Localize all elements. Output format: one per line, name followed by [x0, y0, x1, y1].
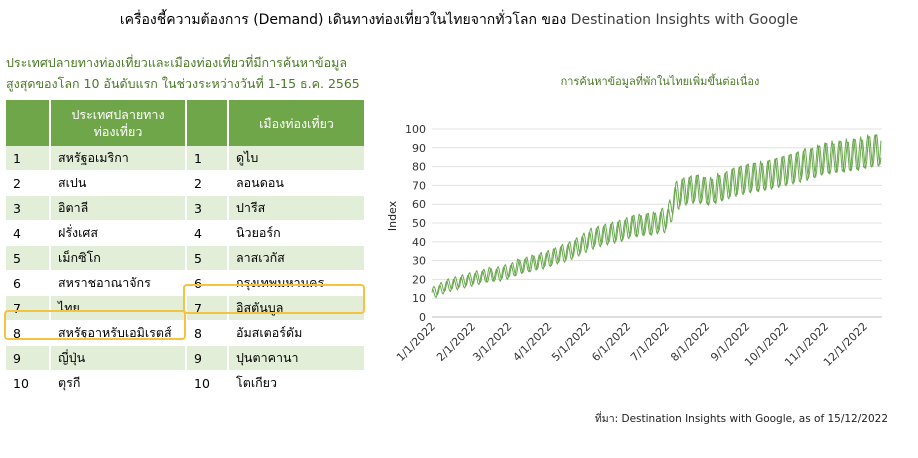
- y-tick-label: 60: [412, 198, 426, 211]
- city-rank-cell: 5: [186, 245, 229, 271]
- rank-cell: 9: [6, 345, 51, 371]
- table-subtitle: ประเทศปลายทางท่องเที่ยวและเมืองท่องเที่ย…: [6, 52, 360, 94]
- city-rank-cell: 9: [186, 345, 229, 371]
- city-rank-cell: 10: [186, 370, 229, 396]
- y-tick-label: 70: [412, 179, 426, 192]
- table-row: 1 สหรัฐอเมริกา 1 ดูไบ: [6, 146, 366, 171]
- highlight-box-city-bangkok: [183, 284, 365, 314]
- city-rank-cell: 1: [186, 146, 229, 171]
- country-cell: ไทย: [50, 295, 187, 321]
- city-cell: ลอนดอน: [228, 170, 366, 196]
- rank-cell: 1: [6, 146, 51, 171]
- y-axis-label: Index: [386, 200, 399, 231]
- rank-cell: 8: [6, 320, 51, 346]
- series-line: [431, 134, 882, 298]
- x-tick-label: 5/1/2022: [549, 320, 593, 364]
- x-tick-label: 6/1/2022: [589, 320, 633, 364]
- rank-cell: 7: [6, 295, 51, 321]
- city-rank-cell: 7: [186, 295, 229, 321]
- city-cell: ปารีส: [228, 195, 366, 221]
- country-cell: ตุรกี: [50, 370, 187, 396]
- table-header-row: ประเทศปลายทาง ท่องเที่ยว เมืองท่องเที่ยว: [6, 100, 366, 146]
- rank-cell: 3: [6, 195, 51, 221]
- y-tick-label: 40: [412, 236, 426, 249]
- country-cell: สหรัฐอาหรับเอมิเรตส์: [50, 320, 187, 346]
- y-tick-label: 50: [412, 217, 426, 230]
- rank-cell: 5: [6, 245, 51, 271]
- city-cell: โตเกียว: [228, 370, 366, 396]
- table-row: 2 สเปน 2 ลอนดอน: [6, 170, 366, 196]
- city-cell: นิวยอร์ก: [228, 220, 366, 246]
- line-chart: 0 10 20 30 40 50 60 70 80 90 100 1/1/20222/1/20223…: [386, 123, 882, 369]
- title-brand: Destination Insights with Google: [570, 12, 799, 28]
- city-rank-cell: 8: [186, 320, 229, 346]
- ranking-table: ประเทศปลายทาง ท่องเที่ยว เมืองท่องเที่ยว…: [6, 100, 366, 396]
- table-row: 5 เม็กซิโก 5 ลาสเวกัส: [6, 245, 366, 271]
- country-cell: เม็กซิโก: [50, 245, 187, 271]
- x-tick-label: 3/1/2022: [470, 320, 514, 364]
- y-tick-label: 20: [412, 273, 426, 286]
- y-tick-label: 30: [412, 255, 426, 268]
- header-city: เมืองท่องเที่ยว: [228, 100, 366, 146]
- table-body: 1 สหรัฐอเมริกา 1 ดูไบ 2 สเปน 2 ลอนดอน 3 อิตาลี 3 ปา…: [6, 146, 366, 396]
- x-tick-label: 8/1/2022: [668, 320, 712, 364]
- x-tick-label: 4/1/2022: [510, 320, 554, 364]
- y-tick-label: 0: [419, 311, 426, 324]
- city-cell: ปุนตาคานา: [228, 345, 366, 371]
- table-subtitle-line1: ประเทศปลายทางท่องเที่ยวและเมืองท่องเที่ย…: [6, 55, 347, 70]
- y-tick-label: 10: [412, 292, 426, 305]
- title-text: เครื่องชี้ความต้องการ (Demand) เดินทางท่…: [119, 12, 567, 28]
- header-rank-cell: [6, 100, 51, 146]
- country-cell: สหราชอาณาจักร: [50, 270, 187, 296]
- table-row: 10 ตุรกี 10 โตเกียว: [6, 370, 366, 396]
- country-cell: สเปน: [50, 170, 187, 196]
- y-tick-label: 90: [412, 142, 426, 155]
- country-cell: อิตาลี: [50, 195, 187, 221]
- country-cell: ฝรั่งเศส: [50, 220, 187, 246]
- table-row: 9 ญี่ปุ่น 9 ปุนตาคานา: [6, 345, 366, 371]
- city-rank-cell: 4: [186, 220, 229, 246]
- city-cell: ดูไบ: [228, 146, 366, 171]
- city-cell: กรุงเทพมหานคร: [228, 270, 366, 296]
- x-tick-label: 7/1/2022: [628, 320, 672, 364]
- x-tick-labels: 1/1/20222/1/20223/1/20224/1/20225/1/2022…: [394, 320, 870, 369]
- country-cell: สหรัฐอเมริกา: [50, 146, 187, 171]
- header-rank2-cell: [186, 100, 229, 146]
- rank-cell: 4: [6, 220, 51, 246]
- city-cell: อัมสเตอร์ดัม: [228, 320, 366, 346]
- page-title: เครื่องชี้ความต้องการ (Demand) เดินทางท่…: [0, 9, 918, 31]
- highlight-box-country-thailand: [4, 310, 186, 340]
- city-cell: อิสตันบูล: [228, 295, 366, 321]
- rank-cell: 2: [6, 170, 51, 196]
- city-cell: ลาสเวกัส: [228, 245, 366, 271]
- city-rank-cell: 6: [186, 270, 229, 296]
- source-note: ที่มา: Destination Insights with Google,…: [594, 413, 888, 425]
- rank-cell: 10: [6, 370, 51, 396]
- table-row: 3 อิตาลี 3 ปารีส: [6, 195, 366, 221]
- header-country: ประเทศปลายทาง ท่องเที่ยว: [50, 100, 187, 146]
- y-tick-label: 80: [412, 161, 426, 174]
- y-tick-label: 100: [405, 123, 426, 136]
- city-rank-cell: 3: [186, 195, 229, 221]
- table-row: 8 สหรัฐอาหรับเอมิเรตส์ 8 อัมสเตอร์ดัม: [6, 320, 366, 346]
- grid-lines: [432, 128, 882, 318]
- series-lines: [431, 134, 882, 298]
- table-row: 7 ไทย 7 อิสตันบูล: [6, 295, 366, 321]
- city-rank-cell: 2: [186, 170, 229, 196]
- table-subtitle-line2: สูงสุดของโลก 10 อันดับแรก ในช่วงระหว่างว…: [6, 76, 360, 91]
- x-tick-label: 1/1/2022: [394, 320, 438, 364]
- table-row: 4 ฝรั่งเศส 4 นิวยอร์ก: [6, 220, 366, 246]
- table-row: 6 สหราชอาณาจักร 6 กรุงเทพมหานคร: [6, 270, 366, 296]
- rank-cell: 6: [6, 270, 51, 296]
- series-line: [431, 134, 882, 296]
- chart-title: การค้นหาข้อมูลที่พักในไทยเพิ่มขึ้นต่อเนื…: [560, 75, 760, 88]
- country-cell: ญี่ปุ่น: [50, 345, 187, 371]
- y-tick-labels: 0 10 20 30 40 50 60 70 80 90 100: [405, 123, 426, 324]
